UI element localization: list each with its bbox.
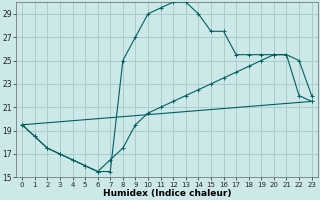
X-axis label: Humidex (Indice chaleur): Humidex (Indice chaleur) — [103, 189, 231, 198]
